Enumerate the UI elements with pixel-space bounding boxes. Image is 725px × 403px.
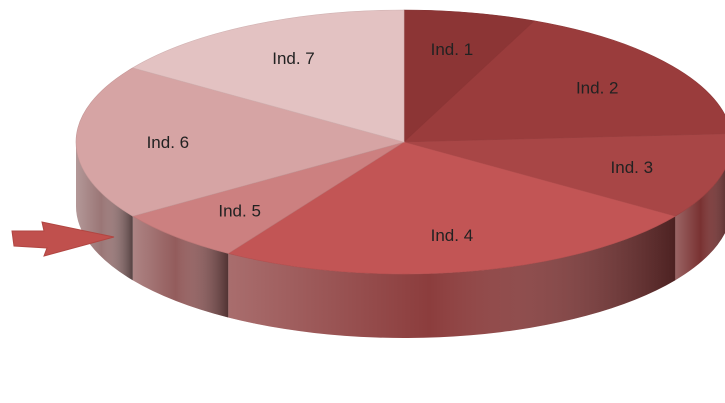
slice-ind-7-label: Ind. 7: [272, 49, 315, 68]
slice-ind-3-side-shading: [675, 168, 725, 281]
slice-ind-2-label: Ind. 2: [576, 78, 619, 97]
slice-ind-1: [403, 9, 535, 143]
slice-ind-4-label: Ind. 4: [431, 226, 474, 245]
pie-slices: [75, 9, 725, 275]
slice-ind-5-label: Ind. 5: [218, 201, 261, 220]
slice-ind-3-label: Ind. 3: [611, 158, 654, 177]
slice-ind-4: [227, 141, 677, 275]
slice-ind-4-side-shading: [228, 216, 676, 339]
slice-ind-5-side-shading: [132, 216, 229, 318]
pie-sides: [76, 142, 725, 339]
slice-ind-6: [75, 67, 406, 217]
slice-ind-6-label: Ind. 6: [147, 133, 190, 152]
slice-ind-6-side-shading: [76, 142, 133, 281]
slice-ind-7: [131, 9, 405, 143]
slice-ind-2: [403, 20, 725, 143]
slice-ind-1-label: Ind. 1: [431, 40, 474, 59]
arrow-annotation: [11, 221, 115, 257]
slice-ind-5: [131, 141, 405, 254]
slice-labels: Ind. 1 Ind. 2 Ind. 3 Ind. 4 Ind. 5 Ind. 6 Ind.…: [147, 40, 653, 245]
slice-ind-3: [403, 133, 725, 217]
